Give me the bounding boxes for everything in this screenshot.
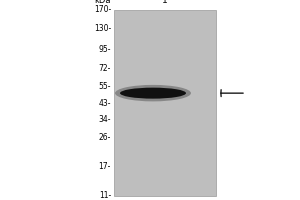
Text: 17-: 17-: [99, 162, 111, 171]
Text: 55-: 55-: [98, 82, 111, 91]
Text: 26-: 26-: [99, 133, 111, 142]
Text: 72-: 72-: [99, 64, 111, 73]
Text: kDa: kDa: [94, 0, 111, 5]
Text: 34-: 34-: [98, 115, 111, 124]
Text: 1: 1: [162, 0, 168, 5]
Text: 130-: 130-: [94, 24, 111, 33]
Text: 95-: 95-: [98, 45, 111, 54]
Ellipse shape: [115, 85, 191, 101]
Text: 170-: 170-: [94, 5, 111, 15]
Text: 43-: 43-: [98, 99, 111, 108]
Ellipse shape: [120, 88, 186, 99]
Bar: [114, 10, 216, 196]
Text: 11-: 11-: [99, 192, 111, 200]
